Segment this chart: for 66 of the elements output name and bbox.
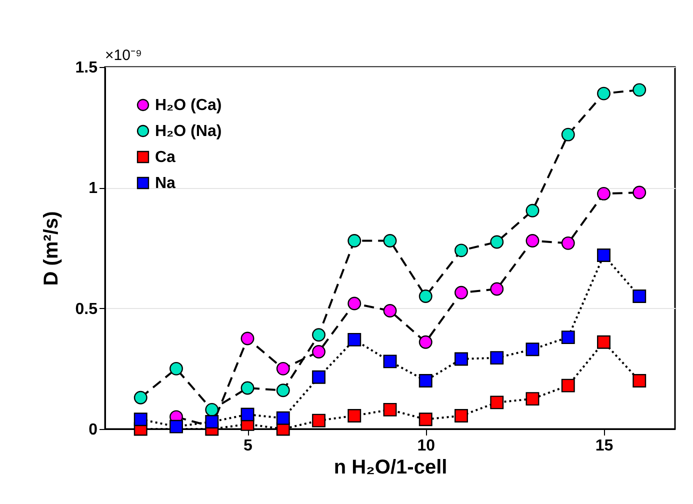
point — [526, 392, 540, 406]
point — [418, 412, 432, 426]
point — [240, 381, 254, 395]
point — [170, 420, 183, 434]
legend-label: H₂O (Na) — [155, 123, 222, 140]
point — [632, 186, 646, 200]
point — [240, 408, 254, 422]
point — [418, 290, 432, 303]
point — [454, 409, 468, 422]
point — [383, 234, 397, 248]
point — [597, 335, 610, 349]
point — [348, 409, 362, 422]
x-axis-title: n H₂O/1-cell — [334, 456, 448, 478]
point — [597, 248, 610, 262]
point — [134, 412, 148, 426]
y-tick-label: 0.5 — [75, 300, 98, 318]
point — [490, 282, 504, 296]
point — [312, 414, 326, 428]
y-tick-label: 1 — [88, 180, 98, 198]
point — [312, 345, 326, 358]
point — [134, 390, 148, 404]
y-axis-title: D (m²/s) — [40, 211, 62, 286]
text: ×10⁻⁹ — [105, 47, 142, 64]
point — [526, 234, 540, 248]
point — [454, 352, 468, 366]
point — [348, 332, 362, 346]
y-tick-label: 0 — [88, 422, 98, 438]
legend-label: H₂O (Ca) — [155, 97, 222, 114]
point — [312, 370, 326, 384]
point — [490, 396, 504, 410]
point — [348, 296, 362, 310]
point — [205, 415, 219, 428]
point — [276, 362, 290, 376]
point — [383, 304, 397, 318]
point — [240, 332, 254, 346]
point — [597, 186, 610, 200]
point — [454, 244, 468, 258]
point — [632, 83, 646, 97]
legend-label: Ca — [155, 149, 176, 166]
x-tick-label: 15 — [595, 438, 614, 454]
x-tick-label: 10 — [417, 438, 436, 454]
point — [561, 236, 575, 250]
point — [561, 128, 575, 142]
point — [490, 235, 504, 249]
point — [632, 290, 646, 303]
point — [276, 384, 290, 398]
point — [526, 204, 540, 218]
point — [418, 374, 432, 388]
legend-label: Na — [155, 175, 176, 192]
point — [170, 362, 183, 376]
point — [383, 402, 397, 416]
point — [418, 335, 432, 349]
point — [454, 286, 468, 300]
point — [205, 402, 219, 416]
point — [276, 411, 290, 425]
point — [490, 351, 504, 365]
y-tick-label: 1.5 — [75, 60, 98, 76]
point — [526, 342, 540, 356]
point — [561, 330, 575, 344]
x-tick-label: 5 — [244, 438, 253, 454]
point — [632, 374, 646, 388]
point — [348, 234, 362, 248]
point — [561, 378, 575, 392]
point — [312, 328, 326, 342]
point — [597, 86, 610, 100]
point — [383, 354, 397, 368]
